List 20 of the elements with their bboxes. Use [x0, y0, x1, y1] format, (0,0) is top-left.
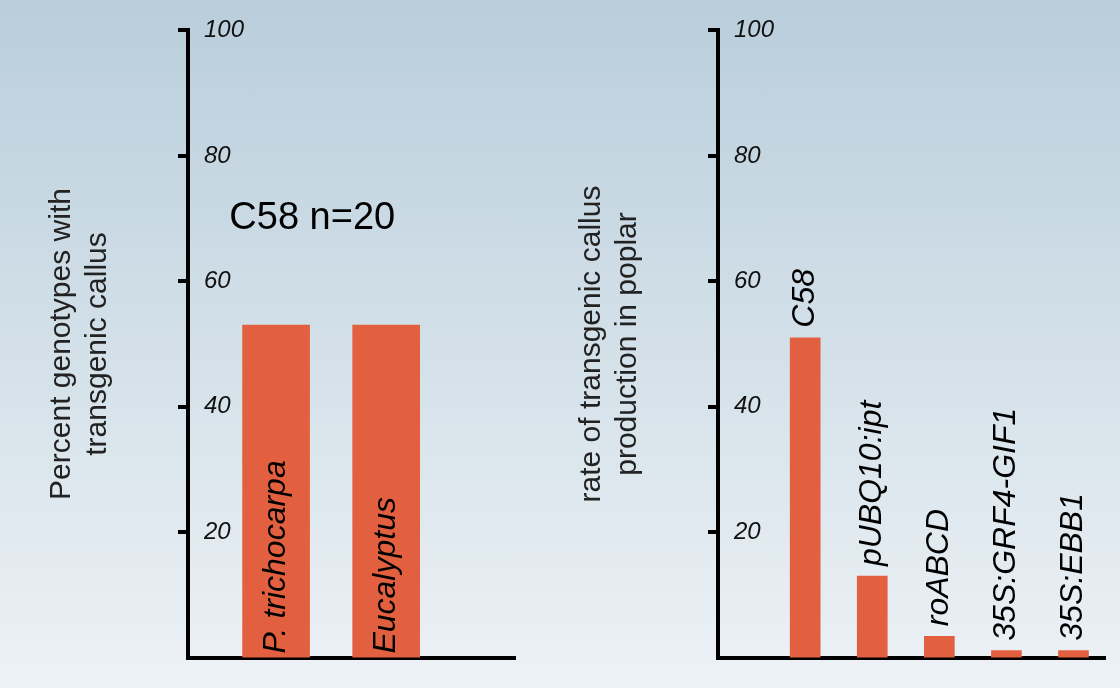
y-tick-label: 60 — [204, 265, 232, 293]
y-tick-label: 20 — [733, 516, 762, 544]
annotation: C58 n=20 — [229, 195, 396, 238]
y-tick-label: 60 — [734, 265, 762, 293]
y-axis-title: rate of transgenic callus production in poplar — [573, 185, 643, 503]
x-tick-label: Eucalyptus — [366, 497, 403, 654]
y-tick-label: 100 — [204, 15, 245, 43]
y-tick-label: 20 — [203, 516, 232, 544]
x-tick-label: 35S:GRF4-GIF1 — [986, 407, 1023, 641]
y-axis-title: Percent genotypes with transgenic callus — [43, 188, 113, 500]
x-tick-label: roABCD — [919, 508, 956, 627]
x-tick-label: 35S:EBB1 — [1053, 493, 1090, 641]
y-tick-label: 80 — [734, 140, 762, 168]
y-tick-label: 40 — [734, 391, 762, 419]
y-tick-label: 40 — [204, 391, 232, 419]
y-tick-label: 100 — [734, 15, 775, 43]
x-tick-label: P. trichocarpa — [255, 460, 292, 654]
y-tick-label: 80 — [204, 140, 232, 168]
x-tick-label: pUBQ10:ipt — [852, 399, 889, 568]
x-tick-label: C58 — [785, 268, 822, 328]
